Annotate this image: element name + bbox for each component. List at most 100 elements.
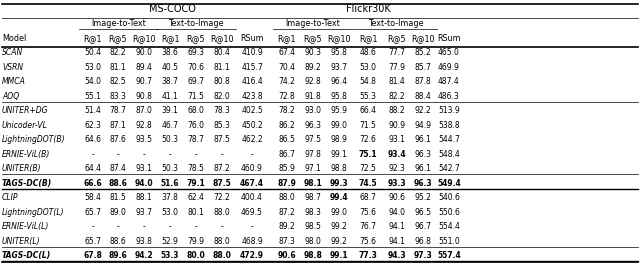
Text: 79.9: 79.9 — [188, 237, 205, 246]
Text: 81.1: 81.1 — [214, 63, 230, 72]
Text: 88.1: 88.1 — [136, 193, 152, 202]
Text: R@10: R@10 — [132, 34, 156, 43]
Text: 74.5: 74.5 — [358, 179, 378, 188]
Text: 85.9: 85.9 — [278, 164, 296, 173]
Text: 98.0: 98.0 — [305, 237, 321, 246]
Text: 99.4: 99.4 — [330, 193, 348, 202]
Text: R@1: R@1 — [278, 34, 296, 43]
Text: R@10: R@10 — [412, 34, 435, 43]
Text: 98.8: 98.8 — [331, 164, 348, 173]
Text: 94.3: 94.3 — [388, 251, 406, 260]
Text: 550.6: 550.6 — [438, 208, 460, 217]
Text: 87.2: 87.2 — [214, 164, 230, 173]
Text: 469.9: 469.9 — [438, 63, 460, 72]
Text: 87.0: 87.0 — [136, 106, 152, 115]
Text: 87.8: 87.8 — [415, 77, 431, 86]
Text: 95.8: 95.8 — [331, 92, 348, 101]
Text: 415.7: 415.7 — [241, 63, 263, 72]
Text: 67.4: 67.4 — [278, 48, 296, 57]
Text: 66.6: 66.6 — [84, 179, 102, 188]
Text: 87.9: 87.9 — [278, 179, 296, 188]
Text: 97.3: 97.3 — [413, 251, 433, 260]
Text: 544.7: 544.7 — [438, 135, 460, 144]
Text: 93.4: 93.4 — [388, 150, 406, 159]
Text: 89.4: 89.4 — [136, 63, 152, 72]
Text: 62.4: 62.4 — [188, 193, 204, 202]
Text: 53.0: 53.0 — [84, 63, 102, 72]
Text: 54.8: 54.8 — [360, 77, 376, 86]
Text: 79.1: 79.1 — [187, 179, 205, 188]
Text: Model: Model — [2, 34, 26, 43]
Text: AOQ: AOQ — [2, 92, 19, 101]
Text: 75.6: 75.6 — [360, 208, 376, 217]
Text: 77.9: 77.9 — [388, 63, 406, 72]
Text: 400.4: 400.4 — [241, 193, 263, 202]
Text: 41.1: 41.1 — [162, 92, 179, 101]
Text: 96.8: 96.8 — [415, 237, 431, 246]
Text: 99.2: 99.2 — [331, 237, 348, 246]
Text: 53.0: 53.0 — [161, 208, 179, 217]
Text: 93.1: 93.1 — [388, 135, 405, 144]
Text: LightningDOT(B): LightningDOT(B) — [2, 135, 66, 144]
Text: 65.7: 65.7 — [84, 237, 102, 246]
Text: 99.1: 99.1 — [331, 150, 348, 159]
Text: 87.2: 87.2 — [278, 208, 296, 217]
Text: 50.4: 50.4 — [84, 48, 102, 57]
Text: -: - — [92, 222, 94, 231]
Text: -: - — [168, 150, 172, 159]
Text: UNITER(B): UNITER(B) — [2, 164, 42, 173]
Text: ERNIE-ViL(B): ERNIE-ViL(B) — [2, 150, 51, 159]
Text: 71.5: 71.5 — [360, 121, 376, 130]
Text: 83.3: 83.3 — [109, 92, 127, 101]
Text: 70.6: 70.6 — [188, 63, 205, 72]
Text: 90.3: 90.3 — [305, 48, 321, 57]
Text: 97.8: 97.8 — [305, 150, 321, 159]
Text: 89.6: 89.6 — [109, 251, 127, 260]
Text: 80.8: 80.8 — [214, 77, 230, 86]
Text: 98.8: 98.8 — [303, 251, 323, 260]
Text: 81.4: 81.4 — [388, 77, 405, 86]
Text: 85.3: 85.3 — [214, 121, 230, 130]
Text: R@5: R@5 — [304, 34, 323, 43]
Text: 410.9: 410.9 — [241, 48, 263, 57]
Text: 468.9: 468.9 — [241, 237, 263, 246]
Text: 54.0: 54.0 — [84, 77, 102, 86]
Text: 65.7: 65.7 — [84, 208, 102, 217]
Text: 542.7: 542.7 — [438, 164, 460, 173]
Text: 94.0: 94.0 — [388, 208, 406, 217]
Text: 82.2: 82.2 — [388, 92, 405, 101]
Text: 88.0: 88.0 — [214, 208, 230, 217]
Text: 37.8: 37.8 — [161, 193, 179, 202]
Text: -: - — [143, 150, 145, 159]
Text: 46.7: 46.7 — [161, 121, 179, 130]
Text: 97.5: 97.5 — [305, 135, 321, 144]
Text: 52.9: 52.9 — [161, 237, 179, 246]
Text: 85.2: 85.2 — [415, 48, 431, 57]
Text: 82.2: 82.2 — [109, 48, 126, 57]
Text: 469.5: 469.5 — [241, 208, 263, 217]
Text: 50.3: 50.3 — [161, 135, 179, 144]
Text: Image-to-Text: Image-to-Text — [91, 19, 146, 28]
Text: 96.1: 96.1 — [415, 135, 431, 144]
Text: 92.8: 92.8 — [136, 121, 152, 130]
Text: 69.3: 69.3 — [188, 48, 205, 57]
Text: Flickr30K: Flickr30K — [346, 4, 390, 14]
Text: -: - — [195, 150, 197, 159]
Text: 450.2: 450.2 — [241, 121, 263, 130]
Text: 68.0: 68.0 — [188, 106, 204, 115]
Text: R@1: R@1 — [359, 34, 377, 43]
Text: 55.3: 55.3 — [360, 92, 376, 101]
Text: 402.5: 402.5 — [241, 106, 263, 115]
Text: 416.4: 416.4 — [241, 77, 263, 86]
Text: 96.4: 96.4 — [330, 77, 348, 86]
Text: ERNIE-ViL(L): ERNIE-ViL(L) — [2, 222, 49, 231]
Text: 88.0: 88.0 — [214, 237, 230, 246]
Text: -: - — [221, 222, 223, 231]
Text: 467.4: 467.4 — [240, 179, 264, 188]
Text: 64.6: 64.6 — [84, 135, 102, 144]
Text: 87.5: 87.5 — [214, 135, 230, 144]
Text: 540.6: 540.6 — [438, 193, 460, 202]
Text: 90.6: 90.6 — [278, 251, 296, 260]
Text: 50.3: 50.3 — [161, 164, 179, 173]
Text: 98.3: 98.3 — [305, 208, 321, 217]
